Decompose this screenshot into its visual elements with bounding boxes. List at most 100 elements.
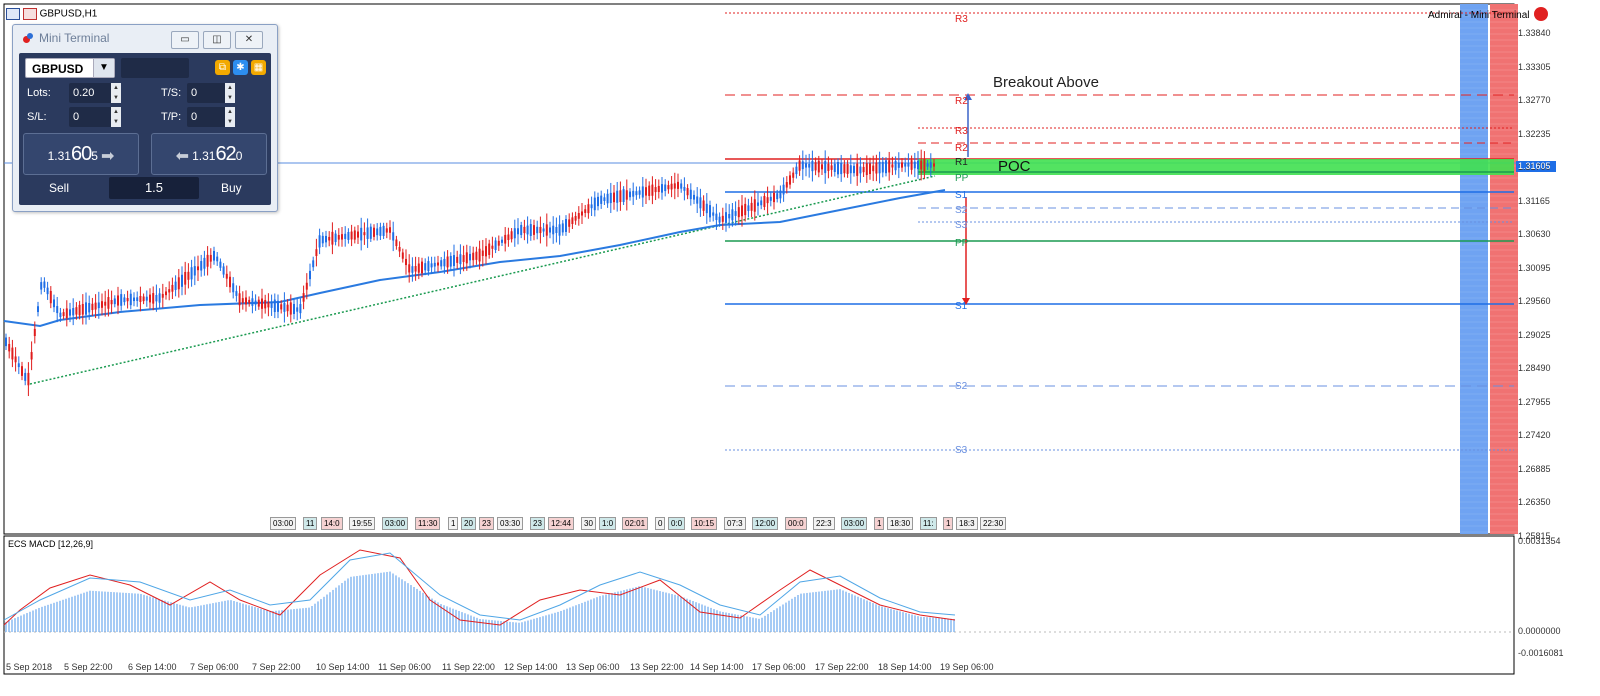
candle xyxy=(661,176,663,200)
close-button[interactable]: ✕ xyxy=(235,31,263,49)
candle xyxy=(485,238,487,265)
corner-label: Admiral - Mini Terminal xyxy=(1428,10,1530,21)
pivot-label: S1 xyxy=(955,190,968,201)
candle xyxy=(174,275,177,297)
session-marker: 0:0 xyxy=(668,517,686,530)
price-axis-label: 1.32770 xyxy=(1518,95,1551,105)
spinner-arrows-icon[interactable]: ▲ ▼ xyxy=(111,83,121,103)
candle xyxy=(670,175,673,198)
sl-input[interactable]: 0 ▲ ▼ xyxy=(69,107,121,127)
candle xyxy=(62,308,65,320)
time-axis-label: 19 Sep 06:00 xyxy=(940,662,994,672)
record-icon[interactable] xyxy=(1534,7,1548,21)
time-axis-label: 13 Sep 22:00 xyxy=(630,662,684,672)
candle xyxy=(190,259,193,287)
spinner-arrows-icon[interactable]: ▲ ▼ xyxy=(225,83,235,103)
price-axis-label: 1.26350 xyxy=(1518,497,1551,507)
spinner-arrows-icon[interactable]: ▲ ▼ xyxy=(111,107,121,127)
session-marker: 22:3 xyxy=(813,517,835,530)
candle xyxy=(261,288,263,319)
candle xyxy=(472,246,475,267)
volume-input[interactable]: 1.5 xyxy=(109,177,199,199)
candle xyxy=(478,240,481,270)
candle xyxy=(302,285,305,310)
price-axis-label: 1.30630 xyxy=(1518,229,1551,239)
mini-terminal-titlebar[interactable]: Mini Terminal xyxy=(13,25,277,51)
candle xyxy=(744,197,747,222)
pivot-label: R1 xyxy=(955,157,968,168)
chevron-down-icon[interactable]: ▼ xyxy=(93,59,114,77)
price-axis-label: 1.25815 xyxy=(1518,530,1551,541)
candle xyxy=(667,180,670,194)
candle xyxy=(254,294,257,311)
candle xyxy=(219,258,222,271)
candle xyxy=(529,219,532,241)
candle xyxy=(593,191,596,217)
candle xyxy=(155,284,158,312)
candle xyxy=(613,184,615,210)
candle xyxy=(216,252,219,266)
candle xyxy=(875,154,878,182)
price-axis-label: 1.27420 xyxy=(1518,430,1551,440)
candle xyxy=(5,333,7,351)
tp-input[interactable]: 0 ▲ ▼ xyxy=(187,107,235,127)
candle xyxy=(309,263,311,287)
candle xyxy=(264,294,267,314)
session-marker: 12:44 xyxy=(548,517,575,530)
candle xyxy=(673,172,676,200)
buy-button[interactable]: Buy xyxy=(221,181,242,195)
candle xyxy=(421,257,423,278)
ts-input[interactable]: 0 ▲ ▼ xyxy=(187,83,235,103)
candle xyxy=(705,193,708,224)
time-axis-label: 11 Sep 22:00 xyxy=(442,662,495,672)
pivot-label: S2 xyxy=(955,381,968,392)
candle xyxy=(398,241,401,258)
candle xyxy=(552,216,555,244)
sell-price-button[interactable]: 1.31605 ➡ xyxy=(23,133,139,175)
terminal-body: GBPUSD ▼ ⧉ ✱ ▦ Lots: 0.20 ▲ ▼ T/S: 0 ▲ ▼ S/L… xyxy=(19,53,271,205)
candle xyxy=(395,235,398,250)
candle xyxy=(897,152,900,179)
sell-button[interactable]: Sell xyxy=(49,181,70,195)
candle xyxy=(533,219,535,241)
candle xyxy=(193,256,196,286)
pivot-label: S3 xyxy=(955,220,968,231)
candle xyxy=(46,281,49,300)
spinner-arrows-icon[interactable]: ▲ ▼ xyxy=(225,107,235,127)
candle xyxy=(267,293,270,317)
time-axis-label: 5 Sep 2018 xyxy=(6,662,53,672)
price-axis-label: 1.28490 xyxy=(1518,363,1551,373)
candle xyxy=(149,288,151,309)
candle xyxy=(805,154,807,177)
candle xyxy=(606,189,609,208)
candle xyxy=(859,157,862,183)
lots-input[interactable]: 0.20 ▲ ▼ xyxy=(69,83,121,103)
candle xyxy=(837,158,839,179)
candle xyxy=(609,182,612,214)
candle xyxy=(469,245,471,269)
time-axis-label: 7 Sep 22:00 xyxy=(252,662,301,672)
candle xyxy=(763,192,766,211)
candle xyxy=(107,289,110,317)
candle xyxy=(590,196,593,217)
symbol-select[interactable]: GBPUSD ▼ xyxy=(25,58,115,78)
candle xyxy=(417,257,420,280)
macd-line xyxy=(3,549,956,626)
candle xyxy=(37,301,39,317)
candle xyxy=(833,159,836,177)
maximize-button[interactable]: ◫ xyxy=(203,31,231,49)
candle xyxy=(453,244,455,277)
session-marker: 23 xyxy=(479,517,494,530)
buy-price-button[interactable]: ⬅ 1.31620 xyxy=(151,133,267,175)
candle xyxy=(241,291,244,310)
candle xyxy=(680,179,683,193)
candle xyxy=(424,258,427,276)
candle xyxy=(238,285,241,313)
session-marker: 1 xyxy=(874,517,885,530)
gear-icon[interactable]: ✱ xyxy=(233,60,248,75)
minimize-button[interactable]: ▭ xyxy=(171,31,199,49)
grid-icon[interactable]: ▦ xyxy=(251,60,266,75)
mini-terminal-window[interactable]: Mini Terminal ▭ ◫ ✕ GBPUSD ▼ ⧉ ✱ ▦ Lots:… xyxy=(12,24,278,212)
copy-icon[interactable]: ⧉ xyxy=(215,60,230,75)
